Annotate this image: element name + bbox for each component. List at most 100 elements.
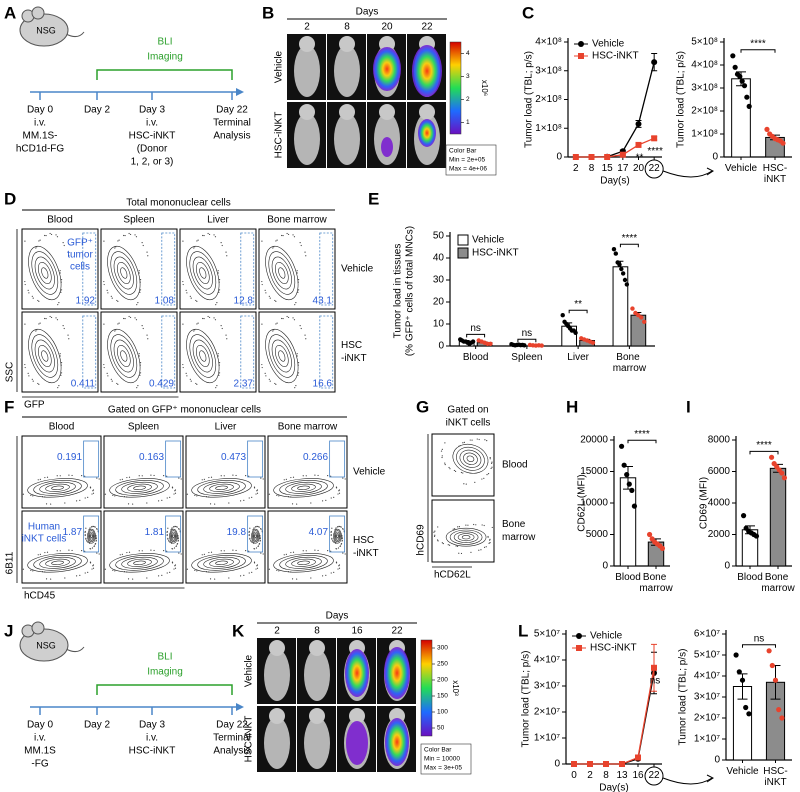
contour (279, 480, 328, 496)
contour (274, 262, 289, 284)
event-dot (281, 234, 283, 237)
gate (82, 315, 97, 389)
event-dot (454, 528, 456, 530)
event-dot (150, 549, 152, 551)
event-dot (337, 568, 339, 570)
event-dot (126, 551, 128, 554)
row-label: HSC (341, 340, 362, 351)
event-dot (458, 552, 460, 554)
event-dot (256, 492, 259, 494)
y-axis-label: Tumor load (TBL; p/s) (521, 651, 532, 748)
event-dot (50, 503, 52, 505)
event-dot (261, 366, 263, 369)
y-tick-label: 0 (438, 341, 444, 352)
x-tick-label: Blood (737, 572, 763, 583)
event-dot (36, 246, 38, 248)
event-dot (28, 375, 30, 377)
color-bar-legend: Color Bar (449, 148, 477, 155)
event-dot (285, 478, 287, 480)
data-point (488, 341, 493, 346)
event-dot (186, 568, 189, 570)
event-dot (327, 474, 329, 477)
event-dot (465, 483, 467, 485)
event-dot (455, 545, 457, 547)
event-dot (478, 549, 480, 551)
y-axis-label: SSC (5, 362, 16, 383)
color-bar (449, 41, 462, 135)
event-dot (117, 240, 119, 242)
event-dot (62, 325, 64, 327)
event-dot (317, 549, 319, 552)
event-dot (226, 338, 228, 340)
event-dot (203, 317, 205, 320)
event-dot (283, 479, 285, 481)
event-dot (117, 323, 119, 325)
gate-label: GFP⁺ (67, 238, 93, 249)
event-dot (232, 474, 234, 476)
contour (28, 328, 62, 384)
gate-value: 1.87 (63, 527, 83, 538)
contour (51, 560, 64, 566)
event-dot (344, 553, 346, 555)
event-dot (201, 554, 203, 556)
event-dot (342, 477, 344, 479)
event-dot (259, 539, 261, 542)
event-dot (103, 283, 105, 286)
timeline-text: Terminal (213, 733, 251, 744)
event-dot (203, 553, 205, 555)
event-dot (170, 529, 172, 531)
contour (449, 529, 483, 545)
event-dot (252, 529, 254, 531)
mouse-silhouette (294, 113, 320, 165)
day-label: 20 (381, 22, 393, 33)
x-tick-label: Blood (615, 572, 641, 583)
flow-plot (267, 435, 348, 509)
event-dot (203, 234, 205, 237)
data-point (744, 94, 750, 100)
link-arrow-head (706, 167, 714, 176)
contour (203, 481, 240, 494)
column-label: Bone marrow (278, 422, 338, 433)
color-bar-legend: Min = 2e+05 (449, 157, 486, 164)
x-axis-label: hCD45 (24, 591, 56, 602)
color-bar-legend: Color Bar (424, 747, 452, 754)
event-dot (335, 527, 337, 529)
event-dot (330, 531, 332, 533)
event-dot (180, 478, 182, 480)
event-dot (254, 526, 257, 528)
event-dot (216, 385, 218, 387)
gate (247, 440, 264, 478)
event-dot (249, 538, 251, 540)
contour (334, 531, 341, 541)
contour (335, 533, 340, 540)
timeline-text: Day 22 (216, 720, 248, 731)
event-dot (169, 496, 171, 498)
event-dot (296, 503, 298, 505)
gate-value: 4.07 (309, 527, 329, 538)
x-tick-label: Bone marrow (639, 572, 673, 594)
y-tick-label: 3×10⁸ (691, 83, 718, 94)
event-dot (208, 316, 211, 319)
row-label: -iNKT (353, 548, 379, 559)
event-dot (95, 537, 97, 539)
significance-bracket (627, 439, 657, 444)
event-dot (32, 297, 34, 299)
event-dot (201, 479, 203, 481)
event-dot (304, 334, 306, 336)
event-dot (85, 538, 87, 540)
event-dot (24, 283, 26, 286)
event-dot (193, 247, 195, 249)
event-dot (157, 500, 160, 502)
legend-marker (578, 41, 584, 47)
point (587, 761, 593, 767)
panel-letter: J (4, 621, 13, 640)
gate-value: 0.191 (57, 452, 82, 463)
event-dot (214, 578, 216, 580)
event-dot (136, 304, 138, 306)
event-dot (142, 327, 144, 330)
event-dot (27, 372, 29, 374)
days-header: Days (356, 7, 379, 18)
legend-swatch (457, 234, 469, 246)
contour (191, 553, 252, 573)
event-dot (45, 578, 48, 580)
